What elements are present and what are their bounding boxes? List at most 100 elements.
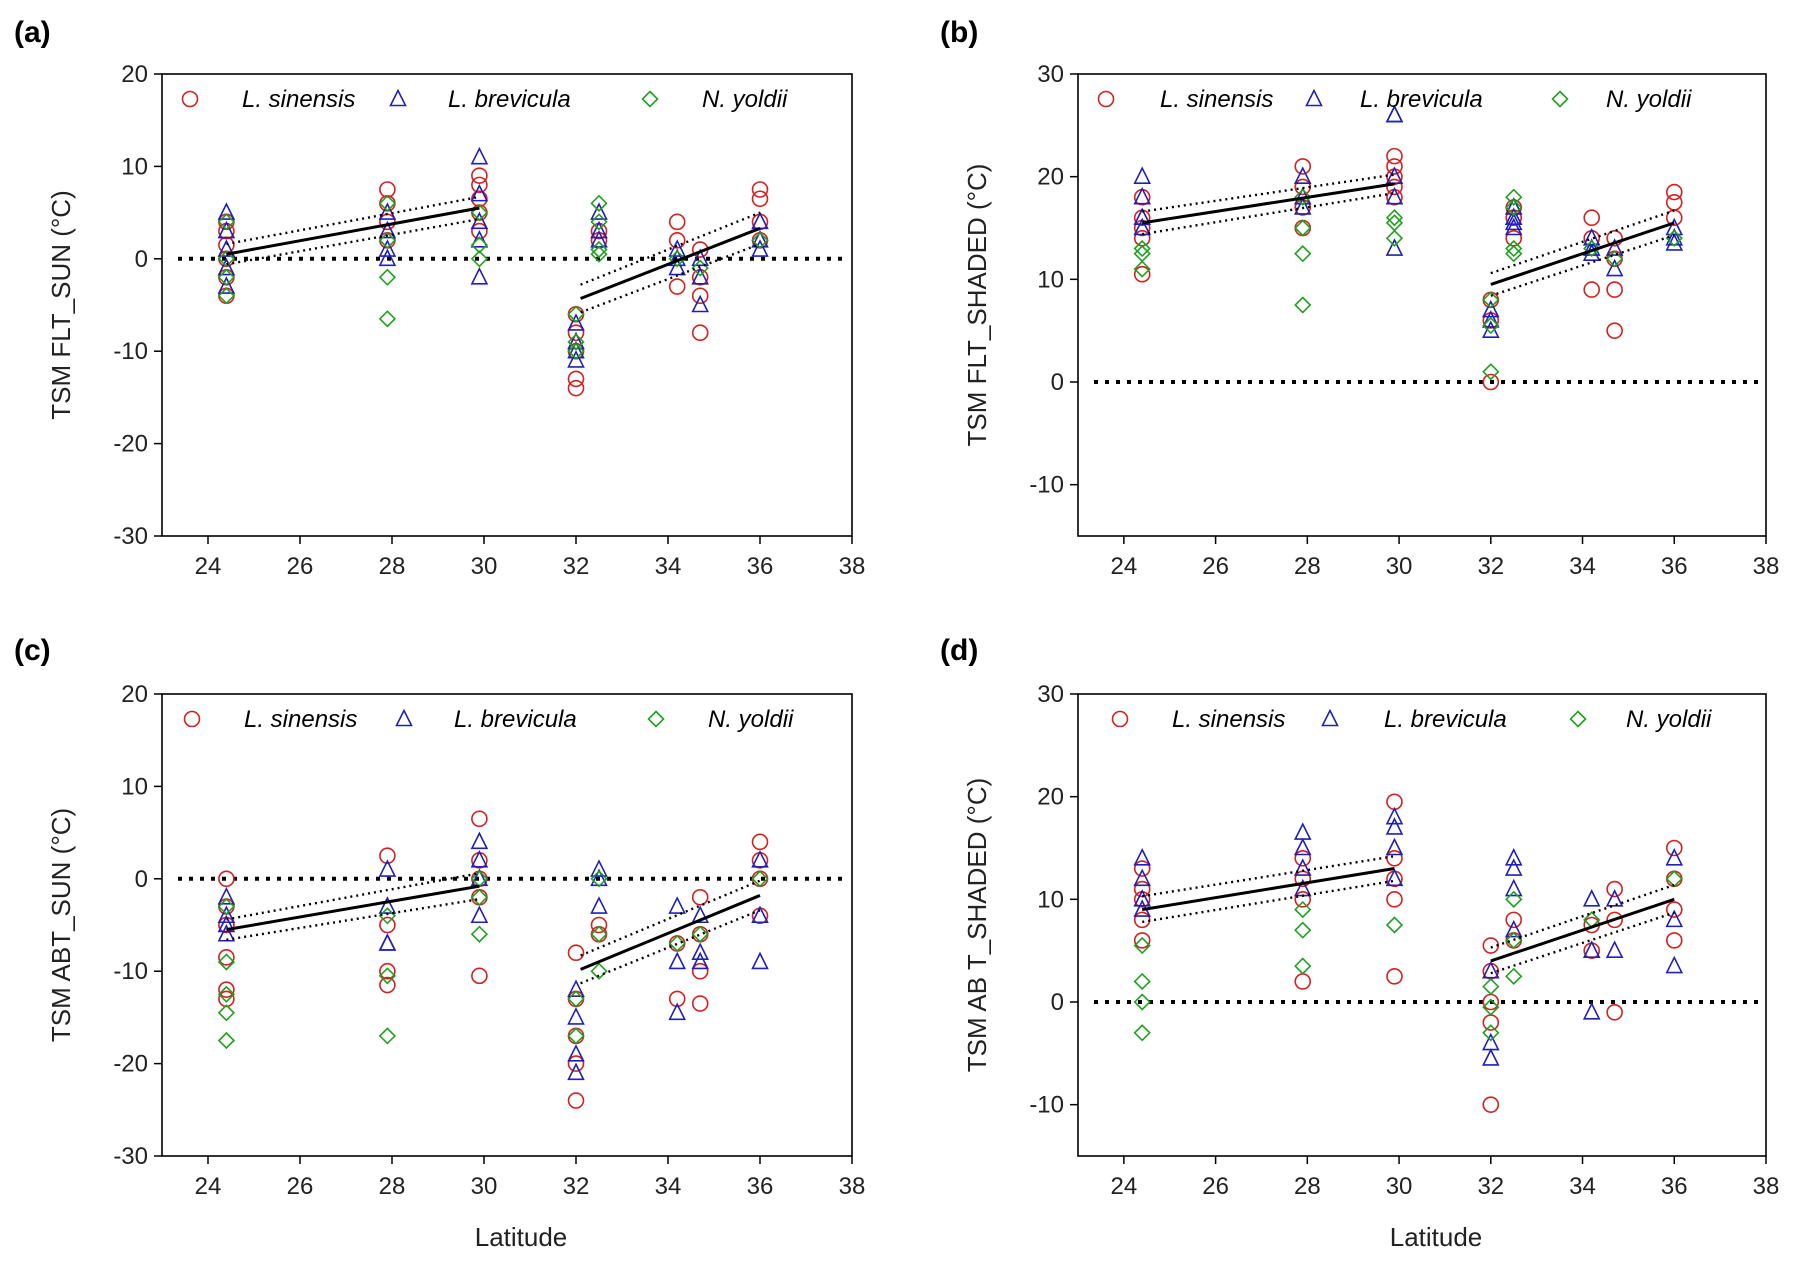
data-point (1605, 238, 1624, 256)
data-point (668, 934, 686, 953)
legend-marker (1097, 90, 1115, 108)
data-point (1294, 957, 1312, 975)
data-point (567, 379, 585, 397)
legend-label: L. brevicula (454, 706, 577, 733)
data-point (471, 888, 488, 906)
data-point (217, 985, 236, 1003)
legend-label: N. yoldii (702, 86, 788, 113)
data-point (567, 1062, 585, 1081)
data-point (751, 190, 769, 208)
data-point (379, 962, 396, 980)
data-point (691, 962, 709, 980)
data-point (1133, 186, 1152, 205)
data-point (1504, 878, 1523, 897)
y-tick-label: 20 (121, 61, 148, 88)
data-point (1386, 849, 1403, 867)
x-tick-label: 34 (655, 1173, 682, 1200)
panel-label: (d) (940, 634, 978, 667)
data-point (1505, 229, 1523, 247)
data-point (751, 905, 769, 924)
data-point (1583, 209, 1601, 227)
y-axis-label: TSM FLT_SHADED (°C) (962, 164, 992, 447)
data-point (567, 944, 585, 962)
series-l-brevicula (1133, 104, 1684, 338)
confidence-band-upper (580, 211, 761, 286)
confidence-band-upper (226, 195, 480, 246)
data-point (691, 287, 709, 305)
data-point (1606, 229, 1623, 247)
data-point (217, 268, 236, 286)
x-tick-label: 38 (1753, 553, 1780, 580)
data-point (1482, 291, 1500, 309)
data-point (1606, 911, 1623, 929)
x-tick-label: 24 (195, 1173, 222, 1200)
legend-label: L. sinensis (1172, 706, 1285, 733)
data-point (590, 925, 608, 943)
data-point (217, 213, 236, 231)
data-point (691, 248, 709, 267)
confidence-band-upper (580, 879, 761, 957)
data-point (691, 905, 709, 924)
data-point (691, 925, 709, 943)
data-point (1386, 147, 1403, 165)
data-point (1294, 973, 1312, 990)
data-point (1482, 1014, 1500, 1031)
y-tick-label: 20 (1037, 164, 1064, 191)
data-point (378, 859, 397, 877)
regression-line (580, 226, 761, 300)
data-point (668, 1002, 686, 1021)
data-point (379, 916, 396, 934)
confidence-band-lower (226, 217, 480, 266)
x-tick-label: 36 (1661, 553, 1688, 580)
data-point (379, 976, 396, 994)
data-point (590, 194, 608, 212)
data-point (1505, 188, 1523, 206)
y-tick-label: -30 (113, 1143, 148, 1170)
x-tick-label: 26 (1202, 1173, 1229, 1200)
data-point (471, 167, 488, 184)
x-tick-label: 32 (1477, 1173, 1504, 1200)
data-point (217, 953, 236, 971)
plot-frame (161, 693, 853, 1157)
data-point (590, 202, 608, 220)
data-point (1385, 817, 1404, 835)
data-point (1482, 299, 1500, 318)
data-point (1385, 238, 1404, 256)
data-point (217, 923, 236, 942)
data-point (470, 831, 489, 850)
x-axis-label: Latitude (1390, 1222, 1483, 1252)
x-tick-label: 24 (1111, 1173, 1138, 1200)
data-point (1582, 940, 1601, 958)
data-point (470, 888, 489, 906)
regression-line (226, 884, 480, 932)
confidence-band-lower (580, 909, 761, 985)
legend-marker (1321, 708, 1339, 727)
y-tick-label: -10 (113, 958, 148, 985)
data-point (471, 190, 488, 208)
regression-line (1141, 182, 1395, 225)
data-point (379, 847, 396, 865)
data-point (378, 248, 397, 267)
data-point (1505, 198, 1523, 217)
legend: L. sinensis L. brevicula N. yoldii (1097, 86, 1692, 113)
data-point (378, 1027, 397, 1045)
legend-label: L. brevicula (1360, 86, 1483, 113)
y-tick-label: -20 (113, 431, 148, 458)
legend-label: L. sinensis (242, 86, 355, 113)
data-point (1133, 860, 1151, 877)
data-point (1605, 940, 1624, 958)
series-l-sinensis (218, 167, 769, 397)
x-tick-label: 32 (563, 553, 590, 580)
x-tick-label: 30 (471, 1173, 498, 1200)
data-point (1386, 158, 1403, 175)
data-point (1505, 239, 1523, 258)
y-tick-label: 10 (1037, 266, 1064, 293)
data-point (1606, 880, 1623, 898)
data-point (217, 886, 236, 905)
data-point (378, 933, 397, 951)
data-point (378, 194, 397, 212)
data-point (1504, 847, 1523, 866)
data-point (217, 1031, 236, 1050)
data-point (1133, 217, 1152, 236)
data-point (1482, 316, 1500, 335)
